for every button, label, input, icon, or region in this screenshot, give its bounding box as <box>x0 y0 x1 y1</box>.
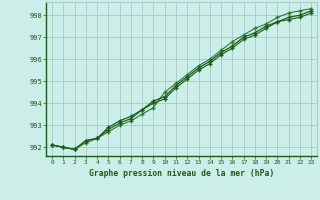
X-axis label: Graphe pression niveau de la mer (hPa): Graphe pression niveau de la mer (hPa) <box>89 169 274 178</box>
